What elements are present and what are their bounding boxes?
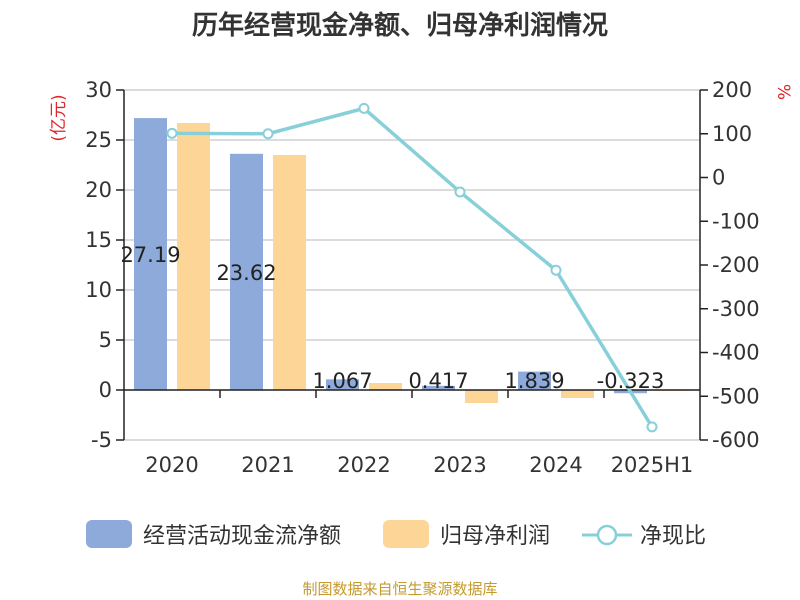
bar-netprofit-2022 <box>369 383 402 390</box>
left-tick-label: 5 <box>99 328 112 352</box>
ratio-line-layer <box>166 102 658 433</box>
legend-label-cashflow: 经营活动现金流净额 <box>143 524 341 549</box>
x-tick-label-2025H1: 2025H1 <box>611 453 694 477</box>
source-note: 制图数据来自恒生聚源数据库 <box>302 580 497 598</box>
x-tick-label-2022: 2022 <box>337 453 390 477</box>
ratio-point-2020 <box>166 127 178 139</box>
data-label-cashflow-2022: 1.067 <box>312 369 372 393</box>
legend-marker-ratio <box>596 524 618 546</box>
bar-cashflow-2021 <box>230 153 263 390</box>
bars-layer <box>134 118 690 403</box>
bar-cashflow-2020 <box>134 118 167 390</box>
right-tick-label: -300 <box>712 297 760 321</box>
right-axis-unit: % <box>773 84 793 100</box>
data-labels-layer: 27.19 23.62 1.067 0.417 1.839 -0.323 <box>120 243 664 393</box>
legend-swatch-netprofit <box>383 520 429 548</box>
axes-layer: -5 0 5 10 15 20 25 30 -600 -500 -400 -300 -200 -100 0 1… <box>85 78 759 477</box>
left-tick-label: 20 <box>85 178 112 202</box>
bar-netprofit-2021 <box>273 155 306 390</box>
right-tick-label: -600 <box>712 428 760 452</box>
x-tick-label-2021: 2021 <box>241 453 294 477</box>
bar-cashflow-2023 <box>422 385 455 390</box>
bar-netprofit-2024 <box>561 390 594 398</box>
data-label-cashflow-2025H1: -0.323 <box>597 369 665 393</box>
data-label-cashflow-2023: 0.417 <box>408 369 468 393</box>
chart-title: 历年经营现金净额、归母净利润情况 <box>192 10 608 41</box>
left-tick-label: 25 <box>85 128 112 152</box>
ratio-point-2023 <box>454 186 466 198</box>
legend-label-netprofit: 归母净利润 <box>440 524 550 549</box>
left-tick-label: -5 <box>91 428 112 452</box>
right-tick-label: 0 <box>712 166 725 190</box>
left-axis-unit: (亿元) <box>49 94 69 141</box>
left-tick-label: 0 <box>99 378 112 402</box>
ratio-point-2022 <box>358 102 370 114</box>
ratio-point-2021 <box>262 128 274 140</box>
x-tick-label-2020: 2020 <box>145 453 198 477</box>
right-tick-label: -400 <box>712 341 760 365</box>
ratio-line <box>171 106 654 428</box>
right-tick-label: 100 <box>712 122 752 146</box>
data-label-cashflow-2021: 23.62 <box>216 261 276 285</box>
right-tick-label: -100 <box>712 209 760 233</box>
right-tick-label: 200 <box>712 78 752 102</box>
legend-swatch-cashflow <box>86 520 132 548</box>
left-tick-label: 15 <box>85 228 112 252</box>
left-tick-label: 10 <box>85 278 112 302</box>
data-label-cashflow-2024: 1.839 <box>504 369 564 393</box>
right-tick-label: -500 <box>712 384 760 408</box>
right-tick-label: -200 <box>712 253 760 277</box>
legend: 经营活动现金流净额 归母净利润 净现比 <box>86 520 706 549</box>
x-tick-label-2024: 2024 <box>529 453 582 477</box>
bar-netprofit-2020 <box>177 123 210 390</box>
ratio-point-2025H1 <box>646 421 658 433</box>
legend-label-ratio: 净现比 <box>640 524 706 549</box>
bar-cashflow-2024 <box>518 371 551 390</box>
ratio-point-2024 <box>550 264 562 276</box>
bar-cashflow-2022 <box>326 379 359 390</box>
bar-netprofit-2023 <box>465 390 498 403</box>
data-label-cashflow-2020: 27.19 <box>120 243 180 267</box>
x-tick-label-2023: 2023 <box>433 453 486 477</box>
left-tick-label: 30 <box>85 78 112 102</box>
